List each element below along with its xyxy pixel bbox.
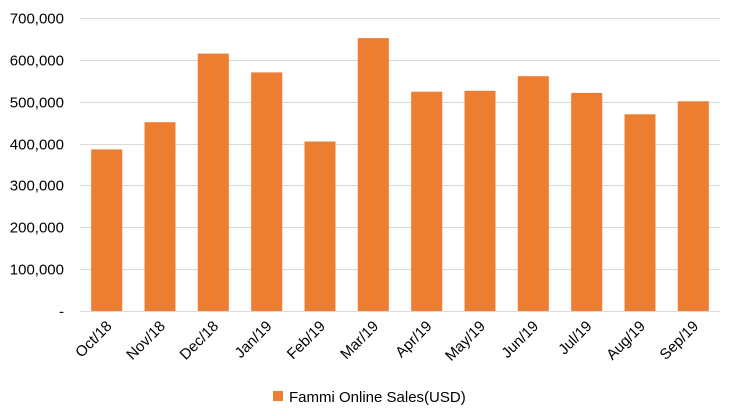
y-tick-label: 100,000 bbox=[10, 262, 64, 279]
x-tick-label: Dec/18 bbox=[177, 318, 223, 364]
legend-label: Fammi Online Sales(USD) bbox=[289, 389, 466, 406]
bar bbox=[464, 90, 496, 311]
bar bbox=[251, 72, 283, 312]
gridlines bbox=[80, 18, 720, 312]
bar bbox=[197, 53, 229, 311]
y-tick-label: 600,000 bbox=[10, 53, 64, 70]
x-tick-label: Oct/18 bbox=[72, 318, 115, 361]
x-tick-label: Nov/18 bbox=[123, 318, 169, 364]
x-tick-label: Jul/19 bbox=[555, 318, 595, 358]
bar bbox=[624, 114, 656, 311]
x-tick-label: Aug/19 bbox=[603, 318, 649, 364]
legend-swatch bbox=[273, 391, 283, 401]
y-tick-label: 500,000 bbox=[10, 95, 64, 112]
x-tick-label: Jan/19 bbox=[232, 318, 276, 362]
y-tick-label: 300,000 bbox=[10, 178, 64, 195]
y-tick-label: 400,000 bbox=[10, 137, 64, 154]
bar bbox=[91, 149, 123, 311]
bar bbox=[144, 122, 176, 311]
bar bbox=[357, 38, 389, 311]
x-tick-label: May/19 bbox=[442, 318, 489, 365]
x-tick-label: Feb/19 bbox=[284, 318, 329, 363]
x-axis-ticks: Oct/18 Nov/18 Dec/18 Jan/19 Feb/19 Mar/19 Apr/… bbox=[72, 318, 702, 365]
bar bbox=[304, 141, 336, 311]
y-tick-label: - bbox=[59, 304, 64, 321]
bar bbox=[571, 92, 603, 312]
x-tick-label: Apr/19 bbox=[392, 318, 435, 361]
bar bbox=[411, 91, 443, 311]
bar bbox=[517, 76, 549, 311]
y-axis-ticks: - 100,000 200,000 300,000 400,000 500,000 600,… bbox=[10, 11, 64, 321]
y-tick-label: 700,000 bbox=[10, 11, 64, 28]
bar bbox=[677, 101, 709, 311]
legend: Fammi Online Sales(USD) bbox=[273, 389, 466, 406]
bars bbox=[91, 38, 709, 312]
x-tick-label: Jun/19 bbox=[498, 318, 542, 362]
x-tick-label: Mar/19 bbox=[337, 318, 382, 363]
x-tick-label: Sep/19 bbox=[657, 318, 703, 364]
y-tick-label: 200,000 bbox=[10, 220, 64, 237]
